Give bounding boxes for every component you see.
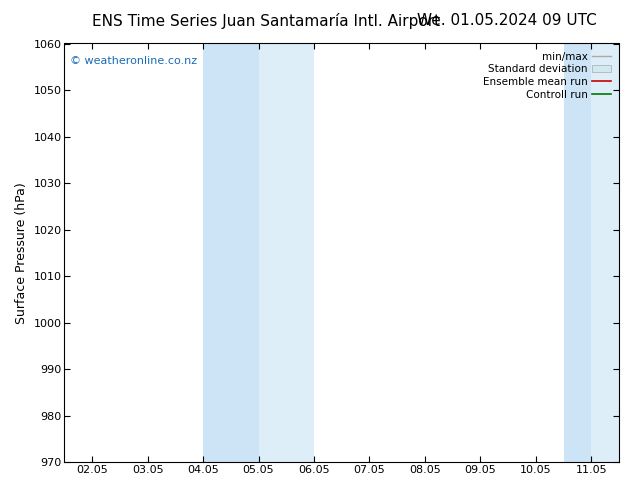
Bar (203, 44, 259, 462)
Bar (564, 44, 592, 462)
Bar (259, 44, 314, 462)
Text: We. 01.05.2024 09 UTC: We. 01.05.2024 09 UTC (417, 13, 597, 28)
Text: © weatheronline.co.nz: © weatheronline.co.nz (70, 56, 197, 66)
Y-axis label: Surface Pressure (hPa): Surface Pressure (hPa) (15, 182, 28, 324)
Bar (592, 44, 619, 462)
Legend: min/max, Standard deviation, Ensemble mean run, Controll run: min/max, Standard deviation, Ensemble me… (480, 49, 614, 103)
Text: ENS Time Series Juan Santamaría Intl. Airport: ENS Time Series Juan Santamaría Intl. Ai… (92, 13, 441, 29)
